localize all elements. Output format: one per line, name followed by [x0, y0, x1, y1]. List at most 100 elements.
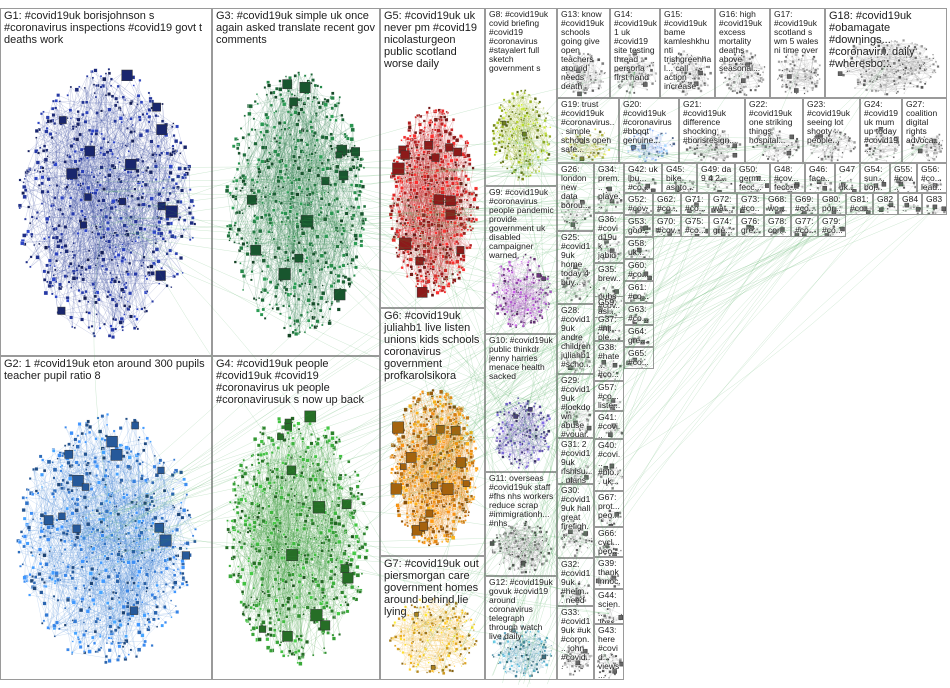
group-network [704, 176, 733, 192]
group-network [598, 509, 622, 526]
group-panel-g41: G41: #covi... nhsle... #se... [594, 411, 624, 439]
group-network [626, 357, 648, 368]
group-network [597, 359, 622, 380]
group-panel-g47: G47: uk... chart... work... [835, 163, 860, 193]
group-network [668, 176, 695, 192]
group-panel-g17: G17: #covid19uk scotland s wm 5 wales ni… [770, 8, 825, 98]
group-panel-g50: G50: germ... fecc... [735, 163, 770, 193]
group-network [629, 247, 651, 258]
group-network [491, 89, 552, 181]
group-panel-g83: G83: #co... #co... [922, 193, 947, 215]
group-panel-g40: G40: #covi... #blo... uk... [594, 439, 624, 491]
group-network [765, 204, 788, 214]
group-network [596, 652, 623, 679]
group-panel-g45: G45: bike ashto... [662, 163, 697, 193]
group-network [563, 128, 611, 162]
group-panel-g54: G54: sun... boj... lea... [860, 163, 890, 193]
group-network [564, 335, 592, 373]
group-panel-g55: G55: #cov... #cov... [890, 163, 917, 193]
group-network [631, 336, 651, 346]
group-panel-g80: G80: por... wel... [818, 193, 846, 215]
group-panel-g81: G81: #co... #co... [846, 193, 873, 215]
group-network [560, 195, 593, 230]
group-panel-g76: G76: gre... #co... [737, 215, 764, 237]
group-panel-g25: G25: #covid19uk home today 4 buy... [557, 231, 594, 304]
group-network [561, 264, 592, 302]
group-network [632, 225, 651, 236]
group-panel-g28: G28: #covid19uk andre children juliahb1 … [557, 304, 594, 374]
group-network [828, 203, 843, 214]
group-network [561, 640, 593, 676]
group-network [598, 307, 620, 317]
group-network [864, 177, 887, 191]
group-network [926, 204, 946, 214]
group-panel-g43: G43: here #covid... views... [594, 624, 624, 680]
group-panel-g84: G84: #co... #co... [898, 193, 922, 215]
group-network [600, 237, 623, 262]
group-network [629, 313, 650, 324]
group-network [685, 128, 742, 162]
group-panel-g20: G20: #covid19uk #coronavirus #bbqqt genu… [619, 98, 679, 163]
group-network [809, 128, 857, 162]
group-network [655, 226, 680, 236]
group-panel-g16: G16: high #covid19uk excess mortality de… [715, 8, 770, 98]
group-panel-g11: G11: overseas #covid19uk staff #fhs nhs … [485, 472, 557, 576]
group-network [629, 292, 649, 302]
group-panel-g63: G63: #co... beh... [624, 303, 654, 325]
group-network [878, 202, 897, 214]
group-panel-g21: G21: #covid19uk difference shocking #bor… [679, 98, 745, 163]
group-panel-g5: G5: #covid19uk uk never pm #covid19 nico… [380, 8, 485, 308]
group-network [491, 397, 552, 469]
group-network [596, 186, 623, 212]
group-network [562, 462, 592, 483]
group-network [796, 203, 817, 214]
group-panel-g8: G8: #covid19uk covid briefing #covid19 #… [485, 8, 557, 186]
group-panel-g33: G33: #covid19uk #uk #coron... john #covi… [557, 606, 594, 680]
group-network [625, 127, 676, 162]
group-panel-g60: G60: #co... flu... [624, 259, 654, 281]
group-panel-g59: G59: asl... #co... [594, 296, 624, 318]
group-panel-g57: G57: #co... liste... [594, 381, 624, 411]
group-panel-g29: G29: #covid19uk #lockdown abuse #youar..… [557, 374, 594, 438]
group-panel-g4: G4: #covid19uk people #covid19uk #covid1… [212, 356, 380, 680]
group-panel-g61: G61: #co... leg... lay... [624, 281, 654, 303]
group-panel-g23: G23: #covid19uk seeing lot shooty people… [803, 98, 860, 163]
group-network [616, 49, 658, 95]
group-network [849, 206, 872, 214]
group-network [793, 225, 817, 236]
group-network [491, 253, 553, 329]
group-panel-g12: G12: #covid19uk govuk #covid19 around co… [485, 576, 557, 680]
group-panel-g18: G18: #covid19uk #obamagate #downings... … [825, 8, 947, 98]
group-panel-g65: G65: #co... sha... ca... [624, 347, 654, 369]
group-panel-g79: G79: #co... #co... [818, 215, 846, 237]
group-panel-g70: G70: #cov... #co... [653, 215, 681, 237]
group-network [740, 175, 769, 192]
group-network [894, 177, 916, 192]
group-panel-g42: G42: uk lbu... #co... [624, 163, 662, 193]
group-network [388, 106, 480, 298]
group-panel-g67: G67: prot... peo... [594, 491, 624, 527]
group-panel-g39: G39: thank innoc... donat... [594, 557, 624, 589]
group-network [388, 597, 478, 675]
group-panel-g49: G49: da 9 4 2... [697, 163, 735, 193]
group-network [774, 178, 804, 192]
group-network [906, 133, 944, 162]
group-panel-g74: G74: gre... #co... [709, 215, 737, 237]
group-network [824, 225, 845, 236]
group-panel-g34: G34: prem... playe... inter... [594, 163, 624, 213]
group-panel-g14: G14: #covid19uk 1 uk #covid19 site testi… [610, 8, 660, 98]
group-network [904, 202, 921, 214]
group-network [864, 127, 901, 162]
group-panel-g7: G7: #covid19uk out piersmorgan care gove… [380, 556, 485, 680]
group-panel-g58: G58: uk... up... uk... [624, 237, 654, 259]
group-network [628, 203, 652, 214]
group-network [225, 410, 369, 666]
group-network [686, 202, 705, 214]
group-network [837, 38, 940, 96]
group-panel-g32: G32: #covid19uk #helm... need help... [557, 558, 594, 606]
group-network [597, 606, 623, 623]
group-panel-g10: G10: #covid19uk public thinkdr jenny har… [485, 334, 557, 472]
group-network [720, 48, 766, 97]
group-panel-g77: G77: #co... uhp... [791, 215, 818, 237]
